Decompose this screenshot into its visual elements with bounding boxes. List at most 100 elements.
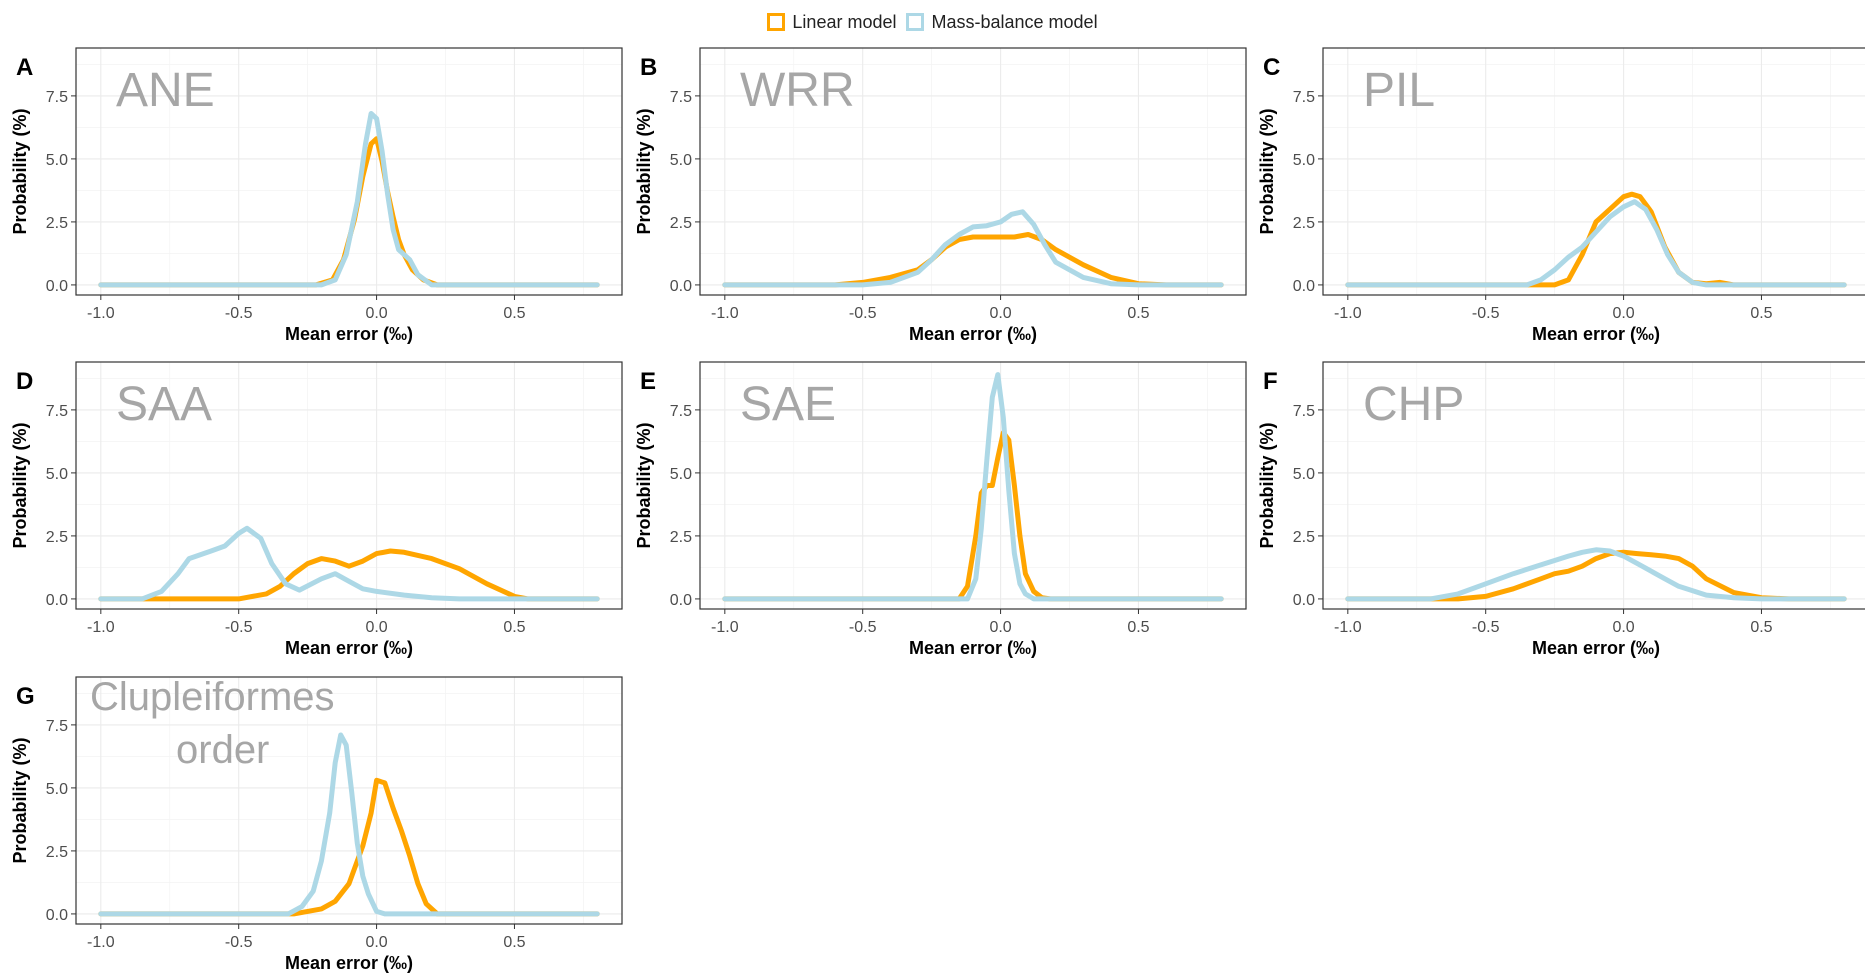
species-label-b: WRR: [740, 64, 855, 117]
x-tick-label: -0.5: [225, 934, 253, 951]
x-tick-label: -0.5: [849, 619, 877, 636]
x-tick-label: -1.0: [87, 934, 115, 951]
x-tick-label: 0.0: [365, 619, 387, 636]
series-line-linear-a: [98, 136, 600, 288]
series-line-mass-balance-d: [98, 525, 600, 602]
series-line-linear-g: [98, 777, 600, 917]
panel-e: -1.0 -0.5 0.0 0.5 0.0 2.5 5.0 7.5 Mean error (‰)…: [634, 361, 1247, 658]
x-tick-label: 0.0: [989, 305, 1011, 322]
y-tick-label: 5.0: [670, 152, 692, 169]
x-tick-label: 0.5: [503, 619, 525, 636]
y-tick-label: 7.5: [46, 718, 68, 735]
y-tick-label: 0.0: [1293, 592, 1315, 609]
x-tick-label: -0.5: [225, 305, 253, 322]
y-tick-label: 5.0: [670, 466, 692, 483]
y-tick-label: 2.5: [1293, 215, 1315, 232]
y-tick-label: 5.0: [1293, 466, 1315, 483]
panel-letter-e: E: [640, 368, 656, 395]
panel-letter-b: B: [640, 54, 657, 81]
legend-label-mass-balance: Mass-balance model: [931, 11, 1098, 32]
series-line-mass-balance-f: [1345, 547, 1847, 602]
y-axis-title-g: Probability (%): [10, 737, 30, 863]
legend-item-mass-balance: Mass-balance model: [906, 11, 1098, 33]
y-tick-label: 0.0: [670, 278, 692, 295]
y-tick-label: 7.5: [670, 403, 692, 420]
panel-letter-c: C: [1263, 54, 1280, 81]
panel-c: -1.0 -0.5 0.0 0.5 0.0 2.5 5.0 7.5 Mean error (‰)…: [1257, 47, 1865, 344]
series-line-mass-balance-a: [98, 111, 600, 288]
y-tick-label: 7.5: [46, 403, 68, 420]
panel-border-a: [75, 47, 623, 296]
x-tick-label: -0.5: [225, 619, 253, 636]
x-tick-label: 0.5: [1750, 305, 1772, 322]
y-tick-label: 5.0: [46, 466, 68, 483]
series-line-mass-balance-b: [722, 209, 1224, 288]
x-tick-label: 0.5: [1127, 305, 1149, 322]
species-label-e: SAE: [740, 378, 836, 431]
x-axis-title-f: Mean error (‰): [1532, 638, 1660, 658]
panel-border-f: [1322, 361, 1865, 610]
y-tick-label: 7.5: [46, 89, 68, 106]
series-line-mass-balance-e: [722, 372, 1224, 602]
y-axis-title-a: Probability (%): [10, 108, 30, 234]
x-tick-label: -1.0: [87, 619, 115, 636]
x-axis-title-g: Mean error (‰): [285, 953, 413, 973]
y-tick-label: 2.5: [1293, 529, 1315, 546]
species-label-f: CHP: [1363, 378, 1464, 431]
species-label-a: ANE: [116, 64, 215, 117]
species-label-c: PIL: [1363, 64, 1435, 117]
x-tick-label: -1.0: [711, 619, 739, 636]
x-axis-title-e: Mean error (‰): [909, 638, 1037, 658]
y-axis-title-e: Probability (%): [634, 422, 654, 548]
panel-border-d: [75, 361, 623, 610]
x-axis-title-a: Mean error (‰): [285, 324, 413, 344]
x-tick-label: -1.0: [1334, 619, 1362, 636]
x-tick-label: -0.5: [849, 305, 877, 322]
legend: Linear model Mass-balance model: [0, 8, 1865, 36]
panel-g: -1.0 -0.5 0.0 0.5 0.0 2.5 5.0 7.5 Mean error (‰)…: [10, 675, 623, 973]
x-axis-title-c: Mean error (‰): [1532, 324, 1660, 344]
species-label-d: SAA: [116, 378, 212, 431]
panel-border-g: [75, 676, 623, 925]
y-tick-label: 7.5: [1293, 89, 1315, 106]
y-tick-label: 5.0: [1293, 152, 1315, 169]
series-line-linear-f: [1345, 549, 1847, 602]
series-line-mass-balance-g: [98, 732, 600, 917]
panel-letter-a: A: [16, 54, 33, 81]
y-tick-label: 2.5: [46, 529, 68, 546]
x-tick-label: -1.0: [711, 305, 739, 322]
x-axis-title-b: Mean error (‰): [909, 324, 1037, 344]
panel-letter-d: D: [16, 368, 33, 395]
y-tick-label: 2.5: [46, 215, 68, 232]
x-tick-label: 0.5: [1127, 619, 1149, 636]
panel-b: -1.0 -0.5 0.0 0.5 0.0 2.5 5.0 7.5 Mean error (‰)…: [634, 47, 1247, 344]
y-tick-label: 5.0: [46, 152, 68, 169]
y-axis-title-b: Probability (%): [634, 108, 654, 234]
species-label-g-line2: order: [176, 728, 269, 772]
legend-key-mass-balance: [906, 13, 925, 31]
y-tick-label: 0.0: [1293, 278, 1315, 295]
panel-d: -1.0 -0.5 0.0 0.5 0.0 2.5 5.0 7.5 Mean error (‰)…: [10, 361, 623, 658]
legend-item-linear: Linear model: [767, 12, 896, 33]
x-tick-label: 0.0: [365, 934, 387, 951]
series-line-linear-d: [98, 548, 600, 602]
x-tick-label: 0.5: [1750, 619, 1772, 636]
y-tick-label: 2.5: [670, 215, 692, 232]
y-tick-label: 2.5: [670, 529, 692, 546]
series-line-linear-c: [1345, 191, 1847, 288]
panel-f: -1.0 -0.5 0.0 0.5 0.0 2.5 5.0 7.5 Mean error (‰)…: [1257, 361, 1865, 658]
x-tick-label: -0.5: [1472, 305, 1500, 322]
x-tick-label: 0.0: [989, 619, 1011, 636]
y-tick-label: 7.5: [1293, 403, 1315, 420]
panel-letter-g: G: [16, 683, 35, 710]
x-tick-label: -0.5: [1472, 619, 1500, 636]
x-tick-label: 0.5: [503, 934, 525, 951]
x-tick-label: 0.0: [1612, 619, 1634, 636]
legend-label-linear: Linear model: [792, 11, 897, 32]
x-axis-title-d: Mean error (‰): [285, 638, 413, 658]
series-line-mass-balance-c: [1345, 199, 1847, 288]
y-tick-label: 0.0: [670, 592, 692, 609]
panel-a: -1.0 -0.5 0.0 0.5 0.0 2.5 5.0 7.5 Mean error (‰)…: [10, 47, 623, 344]
x-tick-label: 0.0: [1612, 305, 1634, 322]
